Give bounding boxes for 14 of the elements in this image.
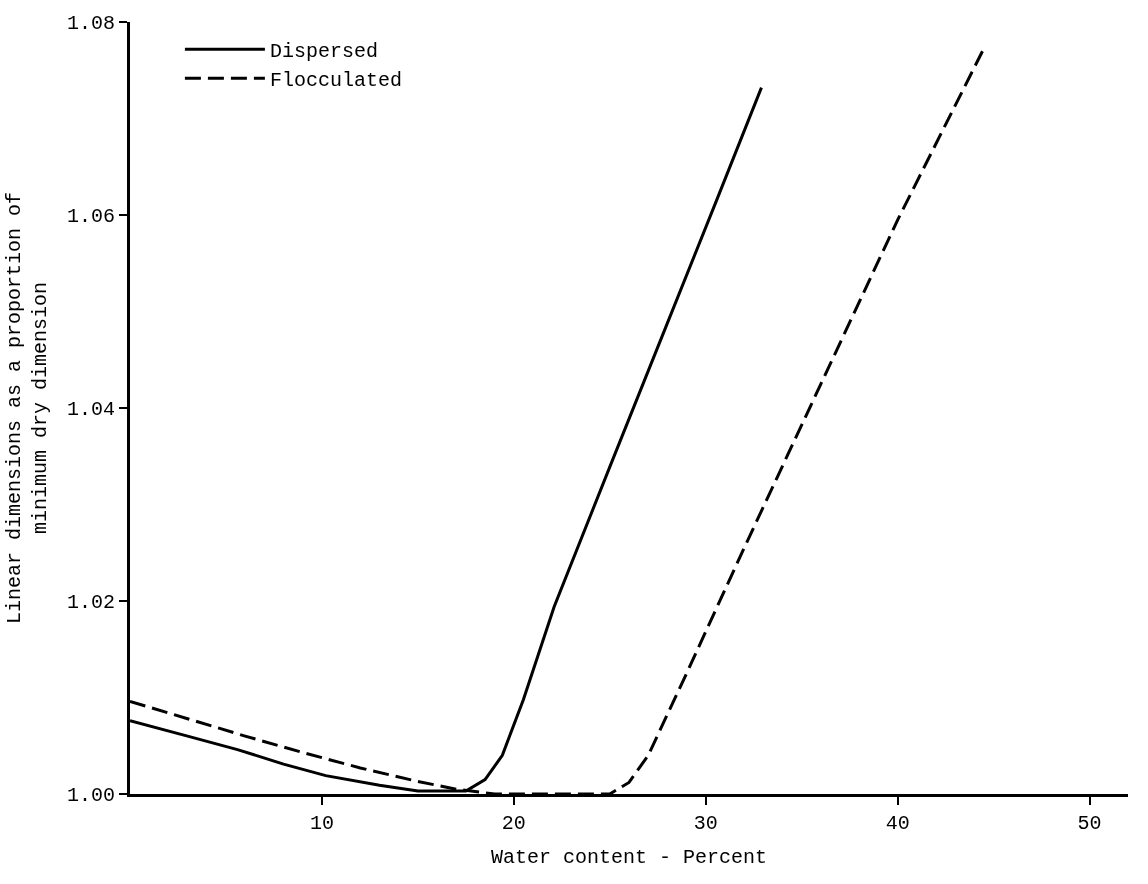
y-tick-label: 1.04 bbox=[66, 398, 115, 421]
x-tick-label: 20 bbox=[501, 812, 526, 835]
y-axis-title: Linear dimensions as a proportion of minimum dry dimension bbox=[3, 191, 53, 625]
x-tick-label: 10 bbox=[309, 812, 334, 835]
y-tick-label: 1.00 bbox=[66, 784, 115, 807]
y-tick-label: 1.08 bbox=[66, 12, 115, 35]
y-tick-label: 1.02 bbox=[66, 591, 115, 614]
x-tick-label: 40 bbox=[885, 812, 910, 835]
y-tick-label: 1.06 bbox=[66, 205, 115, 228]
legend-label: Flocculated bbox=[269, 69, 402, 93]
legend-label: Dispersed bbox=[269, 40, 378, 64]
x-tick-label: 30 bbox=[693, 812, 718, 835]
x-tick-label: 50 bbox=[1077, 812, 1102, 835]
x-axis-title: Water content - Percent bbox=[490, 845, 768, 869]
